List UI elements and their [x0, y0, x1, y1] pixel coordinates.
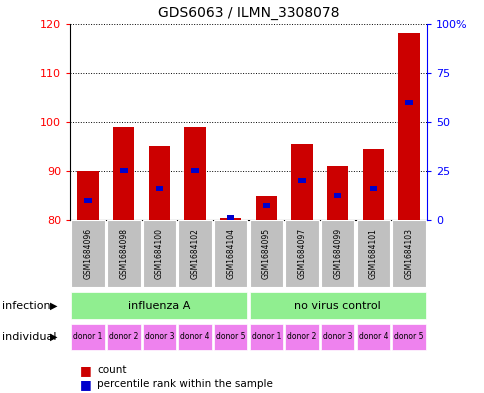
Text: infection: infection — [2, 301, 51, 311]
FancyBboxPatch shape — [213, 220, 247, 287]
FancyBboxPatch shape — [320, 324, 354, 350]
FancyBboxPatch shape — [249, 292, 425, 319]
Text: GSM1684096: GSM1684096 — [83, 228, 92, 279]
Text: donor 4: donor 4 — [180, 332, 210, 342]
FancyBboxPatch shape — [142, 220, 176, 287]
FancyBboxPatch shape — [392, 220, 425, 287]
FancyBboxPatch shape — [71, 220, 105, 287]
FancyBboxPatch shape — [356, 220, 389, 287]
Title: GDS6063 / ILMN_3308078: GDS6063 / ILMN_3308078 — [157, 6, 339, 20]
Text: influenza A: influenza A — [128, 301, 190, 310]
Text: GSM1684100: GSM1684100 — [154, 228, 164, 279]
Text: donor 3: donor 3 — [322, 332, 352, 342]
FancyBboxPatch shape — [107, 220, 140, 287]
Text: GSM1684099: GSM1684099 — [333, 228, 342, 279]
Text: ▶: ▶ — [50, 301, 57, 311]
Text: donor 2: donor 2 — [109, 332, 138, 342]
Text: count: count — [97, 365, 126, 375]
Text: donor 2: donor 2 — [287, 332, 316, 342]
Bar — [184, 127, 205, 220]
FancyBboxPatch shape — [285, 324, 318, 350]
Bar — [113, 127, 134, 220]
FancyBboxPatch shape — [178, 220, 212, 287]
Text: donor 3: donor 3 — [144, 332, 174, 342]
Text: ■: ■ — [80, 378, 91, 391]
FancyBboxPatch shape — [249, 220, 283, 287]
Text: GSM1684103: GSM1684103 — [404, 228, 413, 279]
Text: donor 5: donor 5 — [393, 332, 423, 342]
Bar — [405, 100, 412, 105]
Bar — [298, 178, 305, 183]
FancyBboxPatch shape — [249, 324, 283, 350]
Bar — [84, 198, 91, 203]
FancyBboxPatch shape — [285, 220, 318, 287]
Bar — [220, 218, 241, 220]
Bar — [369, 185, 376, 191]
Text: GSM1684104: GSM1684104 — [226, 228, 235, 279]
FancyBboxPatch shape — [71, 324, 105, 350]
Bar — [155, 185, 163, 191]
Text: donor 5: donor 5 — [215, 332, 245, 342]
Text: individual: individual — [2, 332, 57, 342]
Text: donor 1: donor 1 — [251, 332, 281, 342]
Text: GSM1684101: GSM1684101 — [368, 228, 377, 279]
Bar — [255, 195, 276, 220]
Bar — [149, 146, 170, 220]
Bar — [291, 144, 312, 220]
FancyBboxPatch shape — [392, 324, 425, 350]
FancyBboxPatch shape — [71, 292, 247, 319]
Bar — [120, 169, 127, 173]
FancyBboxPatch shape — [178, 324, 212, 350]
Text: GSM1684097: GSM1684097 — [297, 228, 306, 279]
FancyBboxPatch shape — [107, 324, 140, 350]
Text: donor 4: donor 4 — [358, 332, 387, 342]
Text: ▶: ▶ — [50, 332, 57, 342]
Text: donor 1: donor 1 — [73, 332, 103, 342]
Bar — [77, 171, 99, 220]
Text: GSM1684095: GSM1684095 — [261, 228, 271, 279]
FancyBboxPatch shape — [213, 324, 247, 350]
Bar — [333, 193, 341, 198]
Text: no virus control: no virus control — [294, 301, 380, 310]
Bar — [262, 203, 270, 208]
Bar — [397, 33, 419, 220]
Text: GSM1684102: GSM1684102 — [190, 228, 199, 279]
Bar — [191, 169, 198, 173]
Bar — [227, 215, 234, 220]
Text: GSM1684098: GSM1684098 — [119, 228, 128, 279]
FancyBboxPatch shape — [320, 220, 354, 287]
FancyBboxPatch shape — [142, 324, 176, 350]
Text: ■: ■ — [80, 364, 91, 377]
FancyBboxPatch shape — [356, 324, 389, 350]
Text: percentile rank within the sample: percentile rank within the sample — [97, 379, 272, 389]
Bar — [362, 149, 383, 220]
Bar — [326, 166, 348, 220]
